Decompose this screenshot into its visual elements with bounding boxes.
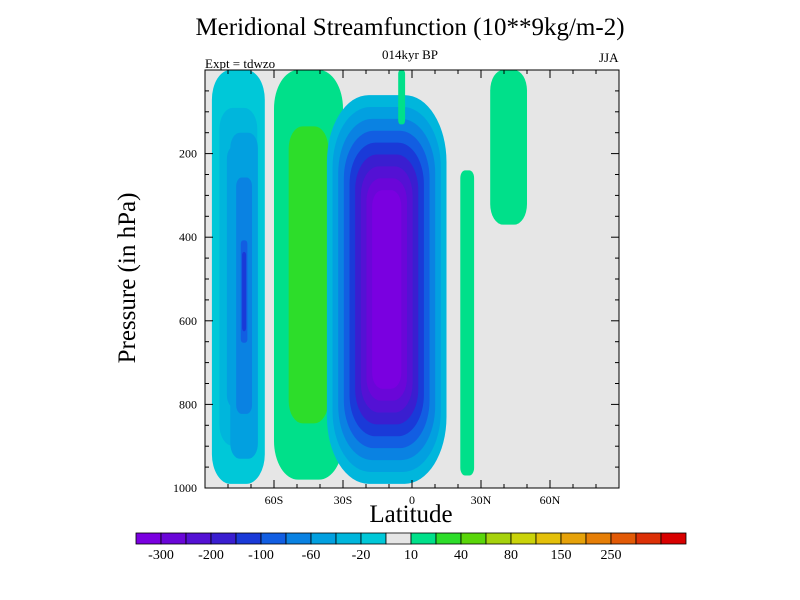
colorbar-label: -100 [248, 548, 274, 563]
southern-cell-min [239, 228, 249, 355]
colorbar-box [660, 532, 687, 545]
colorbar-box [635, 532, 662, 545]
equatorial-top [398, 70, 406, 125]
x-tick-label: 60N [540, 493, 561, 507]
colorbar-box [235, 532, 262, 545]
colorbar-label: 80 [504, 548, 518, 563]
contour-fields [211, 70, 527, 484]
colorbar-box [210, 532, 237, 545]
subtitle-right: JJA [599, 50, 619, 65]
colorbar-label: -300 [148, 548, 174, 563]
colorbar-box [160, 532, 187, 545]
colorbar-box [585, 532, 612, 545]
colorbar-box [410, 532, 437, 545]
y-tick-label: 600 [179, 314, 197, 328]
x-tick-label: 60S [265, 493, 284, 507]
y-tick-label: 1000 [173, 481, 197, 495]
hadley-cell-south-level-8 [372, 190, 402, 389]
y-axis-label: Pressure (in hPa) [114, 192, 141, 364]
colorbar-label: 10 [404, 548, 418, 563]
colorbar-box [185, 532, 212, 545]
hadley-north-edge [460, 170, 475, 476]
southern-cell-min-level-2 [242, 251, 247, 332]
ferrel-cell [274, 70, 343, 480]
colorbar-label: 250 [601, 548, 622, 563]
x-tick-label: 30N [471, 493, 492, 507]
y-tick-label: 800 [179, 397, 197, 411]
colorbar-label: -60 [302, 548, 321, 563]
colorbar-label: 40 [454, 548, 468, 563]
subtitle-left: Expt = tdwzo [205, 56, 276, 71]
colorbar-box [385, 532, 412, 545]
colorbar-box [560, 532, 587, 545]
x-tick-label: 30S [334, 493, 353, 507]
x-axis-ticks: 60S 30S 0 30N 60N [204, 70, 620, 507]
y-tick-label: 400 [179, 230, 197, 244]
subtitle-center: 014kyr BP [382, 47, 438, 62]
colorbar-box [460, 532, 487, 545]
colorbar-label: -20 [352, 548, 371, 563]
colorbar-label: 150 [551, 548, 572, 563]
polar-north-band-level-0 [490, 70, 527, 225]
colorbar-box [260, 532, 287, 545]
hadley-north-edge-level-0 [460, 170, 475, 476]
colorbar-label: -200 [198, 548, 224, 563]
y-axis-ticks: 200 400 600 800 1000 [173, 69, 619, 495]
colorbar-box [310, 532, 337, 545]
x-tick-label: 0 [409, 493, 415, 507]
y-tick-label: 200 [179, 147, 197, 161]
colorbar-box [335, 532, 362, 545]
hadley-cell-south [326, 95, 447, 484]
colorbar-box [135, 532, 162, 545]
colorbar-box [285, 532, 312, 545]
colorbar-box [485, 532, 512, 545]
ferrel-cell-level-1 [288, 126, 329, 424]
colorbar: -300 -200 -100 -60 -20 10 40 80 150 250 [135, 532, 687, 563]
polar-north-band [490, 70, 527, 225]
colorbar-box [610, 532, 637, 545]
colorbar-box [435, 532, 462, 545]
x-axis-label: Latitude [369, 501, 453, 528]
colorbar-box [510, 532, 537, 545]
chart-title: Meridional Streamfunction (10**9kg/m-2) [195, 14, 625, 41]
colorbar-box [360, 532, 387, 545]
equatorial-top-level-0 [398, 70, 406, 125]
colorbar-box [535, 532, 562, 545]
